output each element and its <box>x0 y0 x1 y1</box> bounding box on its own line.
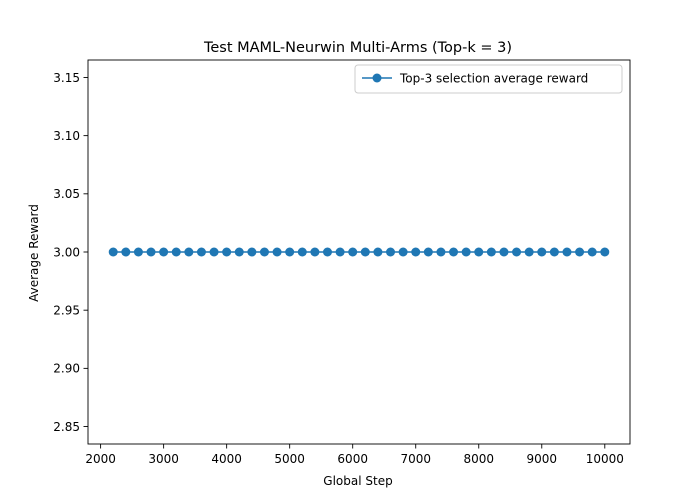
legend-box <box>354 64 623 94</box>
data-point <box>436 247 446 257</box>
legend-entry-label: Top-3 selection average reward <box>399 72 588 86</box>
data-point <box>524 247 534 257</box>
x-tick-label: 9000 <box>526 452 557 466</box>
y-tick-label: 2.90 <box>53 362 80 376</box>
data-point <box>360 247 370 257</box>
data-point <box>196 247 206 257</box>
data-point <box>310 247 320 257</box>
data-point <box>499 247 509 257</box>
x-tick-label: 7000 <box>400 452 431 466</box>
y-tick-label: 3.00 <box>53 245 80 259</box>
data-point <box>146 247 156 257</box>
y-tick-label: 3.10 <box>53 129 80 143</box>
data-point <box>474 247 484 257</box>
x-tick-label: 3000 <box>148 452 179 466</box>
x-tick-label: 8000 <box>463 452 494 466</box>
data-point <box>184 247 194 257</box>
data-point <box>348 247 358 257</box>
series-layer <box>108 247 610 257</box>
x-tick-label: 4000 <box>211 452 242 466</box>
data-point <box>398 247 408 257</box>
legend: Top-3 selection average reward <box>354 64 623 94</box>
x-tick-label: 6000 <box>337 452 368 466</box>
data-point <box>234 247 244 257</box>
data-point <box>222 247 232 257</box>
data-point <box>587 247 597 257</box>
data-point <box>285 247 295 257</box>
data-point <box>335 247 345 257</box>
y-axis: 2.85 2.90 2.95 3.00 3.05 3.10 3.15 <box>53 71 88 434</box>
y-axis-label: Average Reward <box>27 204 41 302</box>
data-point <box>209 247 219 257</box>
y-tick-label: 3.15 <box>53 71 80 85</box>
data-point <box>133 247 143 257</box>
y-tick-label: 3.05 <box>53 187 80 201</box>
data-point <box>259 247 269 257</box>
data-point <box>537 247 547 257</box>
data-point <box>461 247 471 257</box>
legend-marker-swatch <box>372 73 382 83</box>
data-point <box>121 247 131 257</box>
data-point <box>600 247 610 257</box>
data-point <box>512 247 522 257</box>
chart-title: Test MAML-Neurwin Multi-Arms (Top-k = 3) <box>203 40 512 56</box>
x-tick-label: 2000 <box>85 452 116 466</box>
data-point <box>486 247 496 257</box>
data-point <box>549 247 559 257</box>
data-point <box>449 247 459 257</box>
x-tick-label: 10000 <box>586 452 624 466</box>
data-point <box>247 247 257 257</box>
data-point <box>322 247 332 257</box>
data-point <box>171 247 181 257</box>
data-point <box>272 247 282 257</box>
x-axis: 2000 3000 4000 5000 6000 7000 8000 9000 10000 <box>85 444 624 466</box>
y-tick-label: 2.85 <box>53 420 80 434</box>
data-point <box>423 247 433 257</box>
data-point <box>411 247 421 257</box>
data-point <box>297 247 307 257</box>
data-point <box>108 247 118 257</box>
data-point <box>159 247 169 257</box>
y-tick-label: 2.95 <box>53 303 80 317</box>
x-tick-label: 5000 <box>274 452 305 466</box>
data-point <box>562 247 572 257</box>
x-axis-label: Global Step <box>323 474 392 488</box>
data-point <box>386 247 396 257</box>
data-point <box>373 247 383 257</box>
data-point <box>575 247 585 257</box>
